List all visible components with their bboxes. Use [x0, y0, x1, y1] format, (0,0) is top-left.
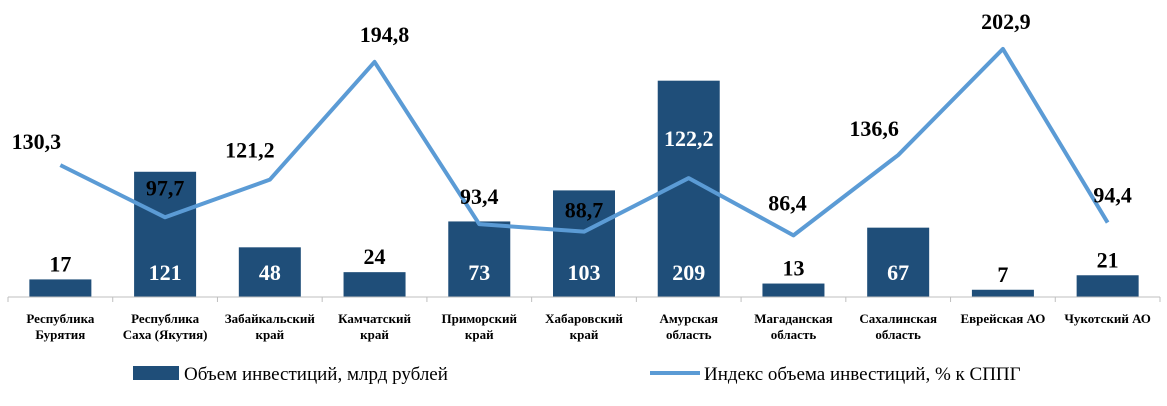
- line-value-label: 93,4: [460, 184, 499, 209]
- line-layer: [59, 46, 1110, 238]
- line-value-label: 86,4: [768, 190, 807, 215]
- line-value-label: 121,2: [225, 138, 275, 163]
- bar-value-label: 17: [49, 251, 71, 276]
- bar-value-label: 48: [259, 260, 281, 285]
- bar: [1076, 275, 1139, 297]
- bar-value-label: 13: [782, 256, 804, 281]
- bar: [762, 283, 825, 297]
- line-value-label: 122,2: [664, 126, 714, 151]
- bar: [971, 289, 1034, 297]
- bar: [29, 279, 92, 297]
- legend: Объем инвестиций, млрд рублей Индекс объ…: [133, 364, 1021, 385]
- bar-value-label: 121: [149, 260, 182, 285]
- bar: [553, 190, 615, 297]
- line-value-label: 194,8: [360, 22, 410, 47]
- bar-value-label: 24: [364, 244, 386, 269]
- bar: [238, 247, 301, 297]
- bars-layer: [29, 80, 1139, 297]
- bar-value-label: 7: [997, 262, 1008, 287]
- legend-bar-swatch: [133, 366, 179, 380]
- category-label: Республика Бурятия: [26, 311, 95, 342]
- bar: [343, 272, 406, 297]
- bar-value-label: 73: [468, 260, 490, 285]
- category-label: Сахалинская область: [859, 311, 937, 342]
- series-line: [59, 46, 1110, 238]
- line-value-label: 130,3: [12, 129, 62, 154]
- category-label: Республика Саха (Якутия): [123, 311, 208, 342]
- line-value-label: 88,7: [565, 198, 604, 223]
- category-label: Хабаровский край: [545, 311, 623, 342]
- legend-line-label: Индекс объема инвестиций, % к СППГ: [704, 364, 1021, 385]
- category-label: Чукотский АО: [1064, 311, 1151, 326]
- legend-bar-label: Объем инвестиций, млрд рублей: [184, 364, 448, 385]
- category-label: Камчатский край: [338, 311, 411, 342]
- line-value-label: 94,4: [1093, 183, 1132, 208]
- bar-value-label: 209: [672, 260, 705, 285]
- category-label: Забайкальский край: [225, 311, 316, 342]
- category-labels: Республика Бурятия Республика Саха (Якутия)…: [26, 311, 1151, 342]
- category-label: Приморский край: [442, 311, 518, 342]
- line-value-label: 136,6: [849, 116, 899, 141]
- bar-value-label: 103: [568, 260, 601, 285]
- category-label: Еврейская АО: [960, 311, 1045, 326]
- line-value-label: 202,9: [981, 9, 1031, 34]
- bar: [867, 227, 930, 297]
- line-value-label: 97,7: [146, 175, 185, 200]
- bar: [134, 171, 197, 297]
- category-label: Амурская область: [659, 311, 718, 342]
- x-axis-ticks: [7, 297, 1161, 302]
- labels-layer: 17 121 48 24 73 103 209 13 67 7 21 130,3 97,7 121,2 19…: [12, 9, 1132, 287]
- bar-value-label: 21: [1097, 247, 1119, 272]
- category-label: Магаданская область: [754, 311, 832, 342]
- bar-value-label: 67: [887, 260, 909, 285]
- bar: [448, 221, 511, 297]
